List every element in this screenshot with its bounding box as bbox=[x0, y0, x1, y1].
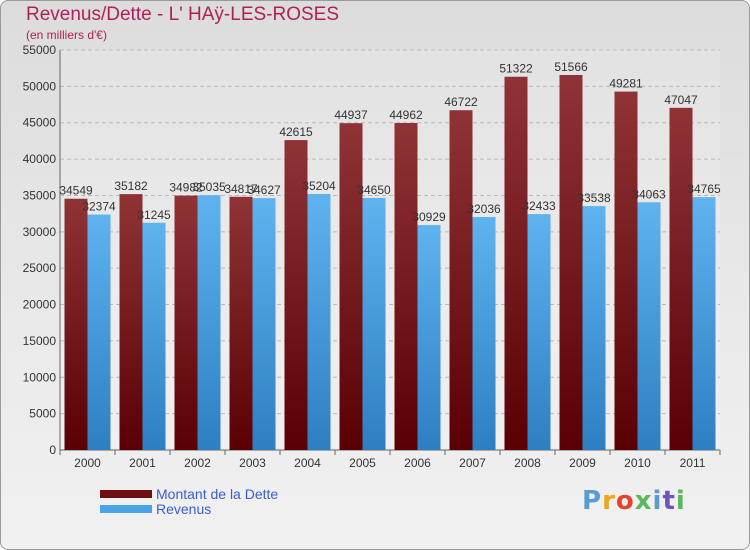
y-tick-label: 0 bbox=[49, 443, 56, 457]
data-label-revenus: 35035 bbox=[192, 180, 226, 194]
bar-dette bbox=[394, 123, 418, 451]
x-tick-label: 2005 bbox=[349, 456, 376, 470]
data-label-revenus: 35204 bbox=[302, 179, 336, 193]
bar-revenus bbox=[637, 202, 661, 450]
y-tick-label: 25000 bbox=[23, 261, 57, 275]
y-tick-label: 35000 bbox=[23, 188, 57, 202]
bar-dette bbox=[559, 74, 583, 450]
bar-revenus bbox=[417, 225, 441, 450]
data-label-dette: 34817 bbox=[224, 182, 258, 196]
data-label-dette: 49281 bbox=[609, 77, 643, 91]
data-label-dette: 47047 bbox=[664, 93, 698, 107]
x-tick-label: 2007 bbox=[459, 456, 486, 470]
x-tick-label: 2006 bbox=[404, 456, 431, 470]
x-tick-label: 2011 bbox=[680, 456, 706, 470]
data-label-dette: 46722 bbox=[444, 95, 478, 109]
bar-revenus bbox=[472, 217, 496, 450]
legend-swatch-revenus bbox=[100, 505, 152, 513]
bar-dette bbox=[504, 76, 528, 451]
x-tick-label: 2008 bbox=[514, 456, 541, 470]
x-tick-label: 2003 bbox=[239, 456, 266, 470]
plot-area bbox=[60, 50, 720, 450]
y-tick-label: 40000 bbox=[23, 152, 57, 166]
data-label-dette: 51322 bbox=[499, 62, 533, 76]
data-label-revenus: 32433 bbox=[522, 199, 556, 213]
data-label-dette: 35182 bbox=[114, 179, 148, 193]
bar-dette bbox=[64, 198, 88, 450]
x-tick-label: 2001 bbox=[129, 456, 156, 470]
proxiti-logo: Proxiti bbox=[582, 486, 686, 516]
data-label-revenus: 34063 bbox=[632, 187, 666, 201]
data-label-revenus: 33538 bbox=[577, 191, 611, 205]
y-tick-label: 5000 bbox=[29, 407, 56, 421]
bar-dette bbox=[284, 140, 308, 450]
data-label-revenus: 30929 bbox=[412, 210, 446, 224]
chart-subtitle: (en milliers d'€) bbox=[26, 28, 107, 42]
data-label-revenus: 31245 bbox=[137, 208, 171, 222]
data-label-dette: 34549 bbox=[59, 184, 93, 198]
data-label-dette: 44937 bbox=[334, 108, 368, 122]
data-label-dette: 44962 bbox=[389, 108, 423, 122]
bar-revenus bbox=[252, 198, 276, 450]
x-tick-label: 2010 bbox=[624, 456, 651, 470]
bar-dette bbox=[449, 110, 473, 450]
data-label-revenus: 34650 bbox=[357, 183, 391, 197]
bar-dette bbox=[339, 123, 363, 450]
bar-revenus bbox=[527, 214, 551, 450]
x-tick-label: 2004 bbox=[294, 456, 321, 470]
data-label-revenus: 32036 bbox=[467, 202, 501, 216]
bar-dette bbox=[229, 196, 253, 450]
y-tick-label: 15000 bbox=[23, 334, 57, 348]
legend-label-dette: Montant de la Dette bbox=[156, 486, 279, 502]
y-tick-label: 55000 bbox=[23, 43, 57, 57]
bar-dette bbox=[174, 195, 198, 450]
bar-revenus bbox=[87, 214, 111, 450]
bar-revenus bbox=[582, 206, 606, 450]
data-label-dette: 51566 bbox=[554, 60, 588, 74]
x-tick-label: 2009 bbox=[569, 456, 596, 470]
data-label-revenus: 34765 bbox=[687, 182, 721, 196]
data-label-revenus: 34627 bbox=[247, 183, 281, 197]
y-tick-label: 45000 bbox=[23, 116, 57, 130]
data-label-revenus: 32374 bbox=[82, 200, 116, 214]
legend-label-revenus: Revenus bbox=[156, 501, 212, 517]
bar-revenus bbox=[142, 222, 166, 450]
y-tick-label: 20000 bbox=[23, 298, 57, 312]
legend-swatch-dette bbox=[100, 490, 152, 498]
x-tick-label: 2002 bbox=[184, 456, 211, 470]
y-tick-label: 50000 bbox=[23, 79, 57, 93]
bar-revenus bbox=[197, 195, 221, 450]
data-label-dette: 34982 bbox=[169, 181, 203, 195]
data-label-dette: 42615 bbox=[279, 125, 313, 139]
y-tick-label: 30000 bbox=[23, 225, 57, 239]
bar-revenus bbox=[692, 197, 716, 450]
bar-revenus bbox=[362, 198, 386, 450]
bar-dette bbox=[119, 194, 143, 450]
bar-dette bbox=[669, 107, 693, 450]
x-tick-label: 2000 bbox=[74, 456, 101, 470]
bar-revenus bbox=[307, 193, 331, 451]
y-tick-label: 10000 bbox=[23, 370, 57, 384]
chart-title: Revenus/Dette - L' HAÿ-LES-ROSES bbox=[26, 4, 340, 25]
bar-dette bbox=[614, 91, 638, 451]
